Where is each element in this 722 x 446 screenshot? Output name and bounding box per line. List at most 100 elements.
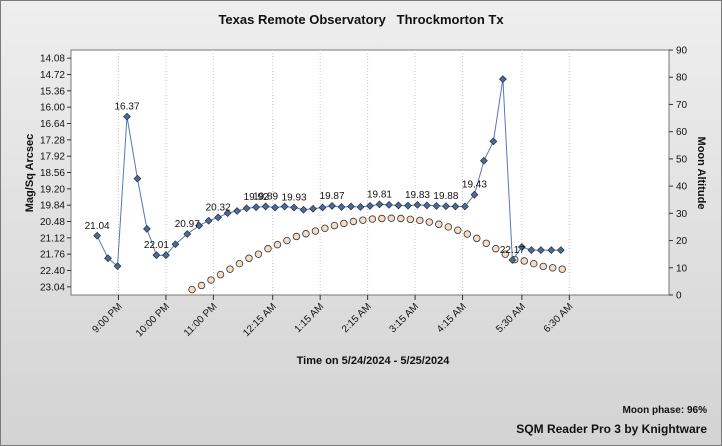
right-axis-ticks: 0 10 20 30 40 50 60 70 80 90: [669, 46, 688, 302]
x-tick-label: 4:15 AM: [435, 301, 469, 335]
sky-brightness-point: [271, 203, 279, 212]
moon-altitude-point: [235, 259, 244, 268]
sky-brightness-point: [536, 246, 545, 254]
y-tick-label-right: 20: [676, 236, 688, 247]
moon-altitude-point: [188, 285, 196, 294]
moon-altitude-point: [302, 230, 310, 238]
sky-brightness-point: [252, 203, 260, 212]
data-label: 19.43: [462, 180, 487, 191]
moon-altitude-point: [501, 250, 509, 258]
sky-brightness-point: [299, 205, 308, 214]
moon-altitude-point: [530, 259, 538, 268]
sky-brightness-point: [152, 251, 161, 260]
sky-brightness-point: [413, 201, 422, 209]
y-tick-label-left: 21.12: [40, 233, 65, 244]
data-label: 19.83: [405, 190, 430, 201]
sky-brightness-point: [171, 240, 180, 249]
y-tick-label-left: 23.04: [40, 282, 65, 293]
y-axis-title-left: Mag/Sq Arcsec: [24, 134, 36, 212]
x-axis-ticks: 9:00 PM 10:00 PM 11:00 PM 12:15 AM 1:15 AM 2:…: [90, 295, 575, 339]
moon-altitude-point: [311, 227, 320, 235]
moon-altitude-point: [264, 245, 272, 253]
y-tick-label-left: 19.20: [40, 184, 65, 195]
moon-altitude-point: [492, 245, 500, 253]
sky-brightness-point: [337, 203, 346, 211]
x-tick-label: 1:15 AM: [293, 301, 327, 335]
sky-brightness-point: [423, 201, 431, 210]
moon-altitude-point: [520, 257, 528, 265]
plot-area: [70, 49, 670, 296]
y-tick-label-right: 10: [676, 263, 688, 274]
sky-brightness-point: [404, 201, 412, 210]
moon-altitude-point: [397, 214, 405, 223]
sky-brightness-point: [527, 246, 536, 254]
sky-brightness-point: [489, 137, 498, 146]
sky-brightness-point: [214, 213, 223, 222]
sky-brightness-point: [143, 225, 151, 233]
y-tick-label-right: 80: [676, 73, 688, 84]
sky-brightness-point: [375, 200, 384, 209]
sky-brightness-point: [451, 202, 460, 211]
data-label: 20.97: [175, 219, 200, 230]
data-label: 19.89: [253, 191, 278, 202]
moon-altitude-point: [368, 215, 377, 223]
y-tick-label-right: 40: [676, 182, 688, 193]
moon-altitude-point: [207, 276, 215, 284]
y-tick-label-right: 90: [676, 46, 688, 57]
y-tick-label-right: 0: [676, 291, 682, 302]
x-tick-label: 11:00 PM: [182, 301, 220, 339]
y-tick-label-left: 20.48: [40, 217, 65, 228]
sky-brightness-point: [242, 204, 251, 213]
sky-brightness-point: [183, 230, 192, 238]
sky-brightness-point: [113, 262, 122, 271]
moon-altitude-point: [378, 214, 386, 223]
credit-text: SQM Reader Pro 3 by Knightware: [516, 422, 707, 436]
data-label: 19.81: [367, 189, 392, 200]
left-axis-ticks: 14.08 14.72 15.36 16.00 16.64 17.28 17.92 18.56…: [40, 54, 71, 293]
sky-brightness-point: [394, 201, 403, 210]
sky-brightness-point: [461, 202, 469, 211]
moon-altitude-point: [226, 265, 234, 273]
sky-brightness-point: [442, 202, 450, 211]
y-tick-label-left: 17.28: [40, 135, 65, 146]
data-label: 19.87: [320, 191, 345, 202]
moon-altitude-point: [387, 214, 396, 222]
sky-brightness-point: [432, 202, 441, 210]
y-tick-label-left: 18.56: [40, 168, 65, 179]
sky-brightness-point: [290, 203, 298, 212]
moon-altitude-point: [359, 216, 367, 224]
x-tick-label: 10:00 PM: [134, 301, 172, 339]
moon-altitude-point: [254, 250, 263, 258]
moon-altitude-point: [216, 270, 225, 279]
y-tick-label-right: 50: [676, 154, 688, 165]
moon-altitude-point: [549, 264, 557, 272]
moon-altitude-point: [435, 220, 443, 228]
moon-altitude-point: [444, 223, 453, 231]
moon-altitude-point: [454, 226, 462, 234]
sky-brightness-point: [133, 174, 142, 183]
y-tick-label-right: 30: [676, 209, 688, 220]
data-label: 22.17: [500, 245, 525, 256]
sky-brightness-point: [385, 201, 393, 209]
sky-brightness-point: [93, 231, 101, 240]
sky-brightness-point: [556, 246, 565, 254]
moon-altitude-point: [482, 239, 490, 247]
moon-altitude-point: [340, 219, 348, 228]
chart-title: Texas Remote Observatory Throckmorton Tx: [218, 12, 504, 27]
y-tick-label-left: 14.72: [40, 70, 65, 81]
y-tick-label-left: 17.92: [40, 152, 65, 163]
sky-brightness-point: [366, 202, 374, 210]
moon-altitude-point: [463, 230, 471, 238]
sky-brightness-point: [195, 221, 204, 230]
x-tick-label: 2:15 AM: [340, 301, 374, 335]
moon-altitude-point: [539, 262, 547, 271]
sky-brightness-point: [261, 202, 270, 211]
data-label: 20.32: [206, 202, 231, 213]
sky-brightness-point: [517, 243, 526, 251]
moon-altitude-point: [349, 217, 358, 226]
sky-brightness-point: [328, 202, 336, 210]
y-axis-title-right: Moon Altitude: [695, 137, 707, 210]
sky-brightness-point: [204, 216, 213, 225]
